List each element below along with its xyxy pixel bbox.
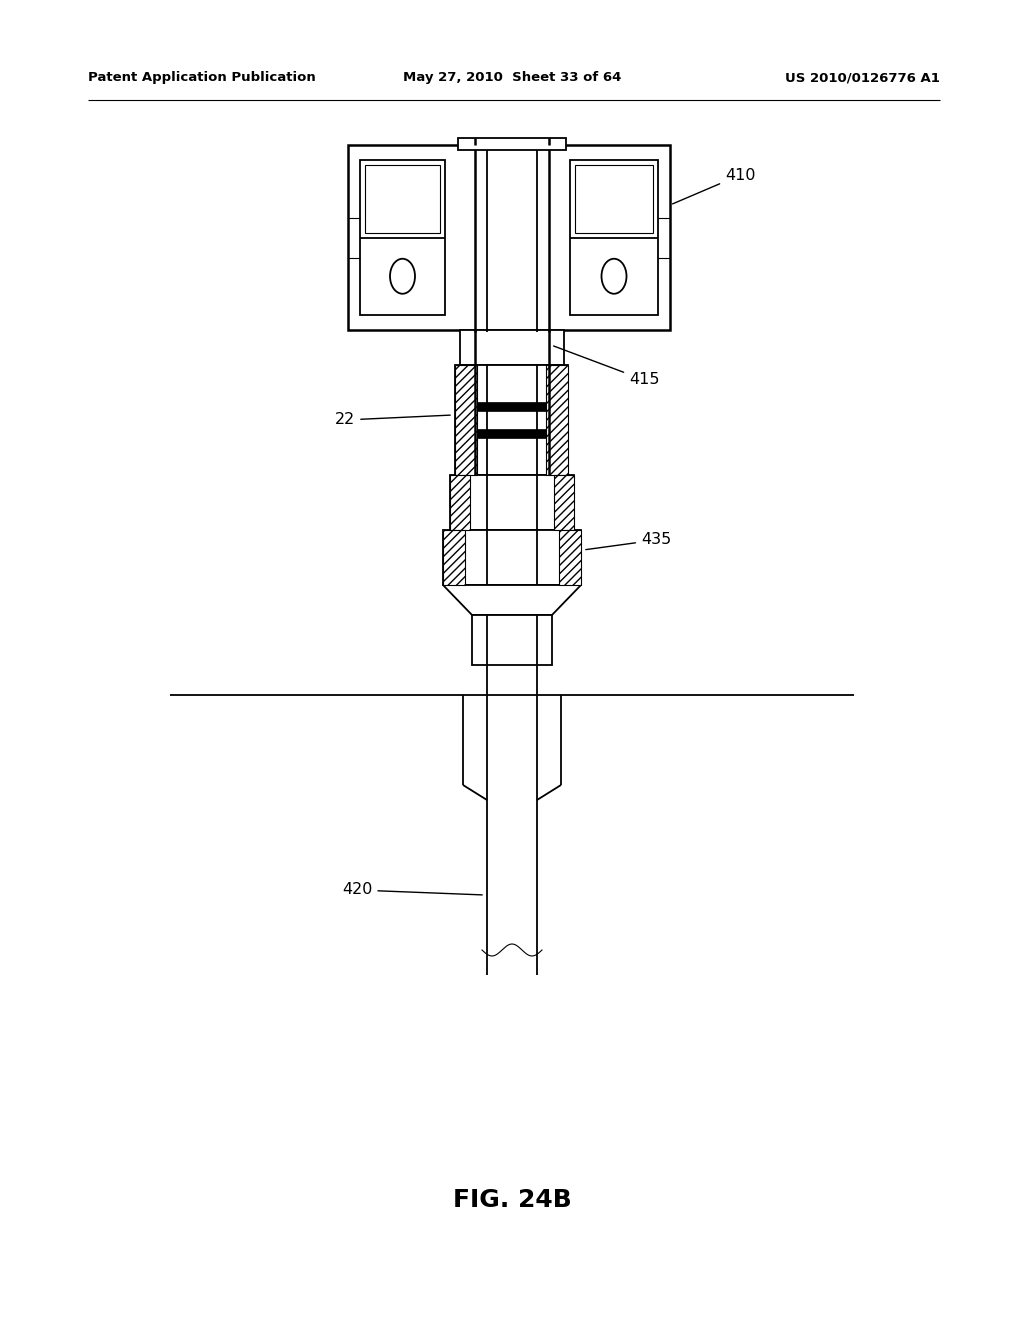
Bar	[365, 165, 440, 232]
Bar	[450, 475, 574, 531]
Bar	[360, 160, 445, 315]
Bar	[460, 330, 564, 366]
Bar	[472, 615, 552, 665]
Bar	[458, 139, 566, 150]
Bar	[546, 366, 568, 475]
Bar	[477, 429, 546, 438]
Bar	[348, 145, 670, 330]
Bar	[450, 475, 470, 531]
Text: 415: 415	[554, 346, 659, 388]
Ellipse shape	[601, 259, 627, 294]
Bar	[477, 403, 546, 411]
Text: 410: 410	[673, 168, 756, 203]
Text: Patent Application Publication: Patent Application Publication	[88, 71, 315, 84]
Bar	[455, 366, 477, 475]
Bar	[455, 366, 568, 475]
Bar	[570, 160, 658, 315]
Bar	[443, 531, 581, 585]
Text: May 27, 2010  Sheet 33 of 64: May 27, 2010 Sheet 33 of 64	[402, 71, 622, 84]
Text: FIG. 24B: FIG. 24B	[453, 1188, 571, 1212]
Text: 435: 435	[586, 532, 672, 549]
Text: 22: 22	[335, 412, 451, 428]
Bar	[559, 531, 581, 585]
Ellipse shape	[390, 259, 415, 294]
Text: US 2010/0126776 A1: US 2010/0126776 A1	[785, 71, 940, 84]
Text: 420: 420	[342, 883, 482, 898]
Polygon shape	[443, 585, 581, 615]
Bar	[575, 165, 653, 232]
Bar	[443, 531, 465, 585]
Bar	[554, 475, 574, 531]
